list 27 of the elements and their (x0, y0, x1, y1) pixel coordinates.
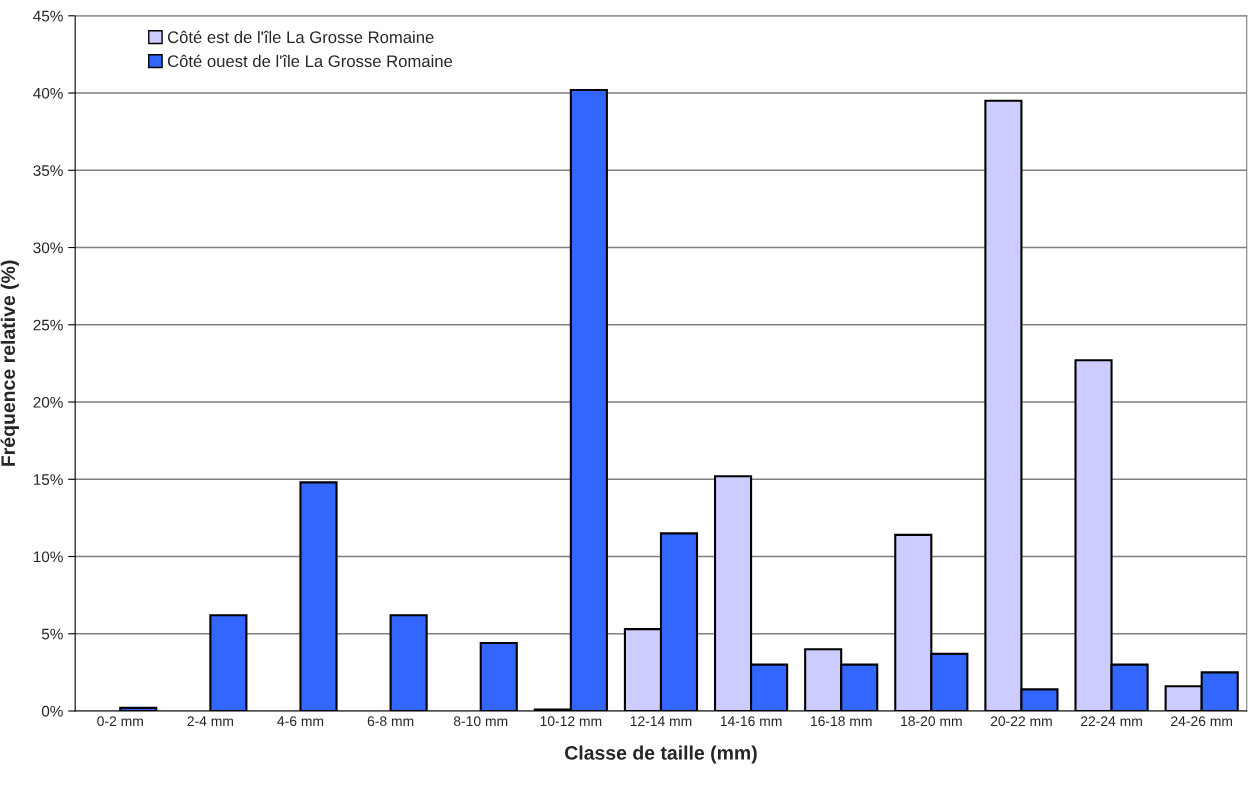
y-tick-label: 25% (33, 319, 63, 331)
x-tick-label: 6-8 mm (367, 716, 414, 727)
x-tick-label: 14-16 mm (720, 716, 782, 727)
x-tick-label: 16-18 mm (811, 716, 872, 727)
y-tick-label: 30% (33, 242, 63, 254)
x-axis-title: Classe de taille (mm) (565, 745, 757, 764)
y-tick-label: 0% (41, 705, 63, 717)
legend-label: Côté ouest de l'île La Grosse Romaine (167, 54, 453, 68)
x-tick-label: 4-6 mm (277, 716, 324, 727)
y-tick-label: 5% (41, 628, 63, 640)
x-tick-label: 2-4 mm (187, 716, 233, 726)
x-tick-label: 24-26 mm (1171, 716, 1233, 727)
x-tick-label: 0-2 mm (97, 716, 143, 727)
y-tick-label: 45% (33, 10, 63, 22)
x-tick-label: 22-24 mm (1081, 716, 1142, 726)
y-tick-label: 35% (33, 165, 63, 176)
y-tick-label: 40% (33, 87, 63, 99)
legend-label: Côté est de l'île La Grosse Romaine (167, 30, 434, 44)
x-tick-label: 8-10 mm (453, 716, 508, 727)
y-tick-label: 15% (33, 474, 63, 485)
x-tick-label: 10-12 mm (540, 716, 602, 727)
y-axis-title: Fréquence relative (%) (0, 260, 19, 466)
x-tick-label: 20-22 mm (990, 716, 1052, 727)
y-tick-label: 20% (33, 396, 63, 408)
y-tick-label: 10% (33, 551, 63, 563)
x-tick-label: 18-20 mm (901, 716, 962, 727)
x-tick-label: 12-14 mm (630, 716, 692, 726)
